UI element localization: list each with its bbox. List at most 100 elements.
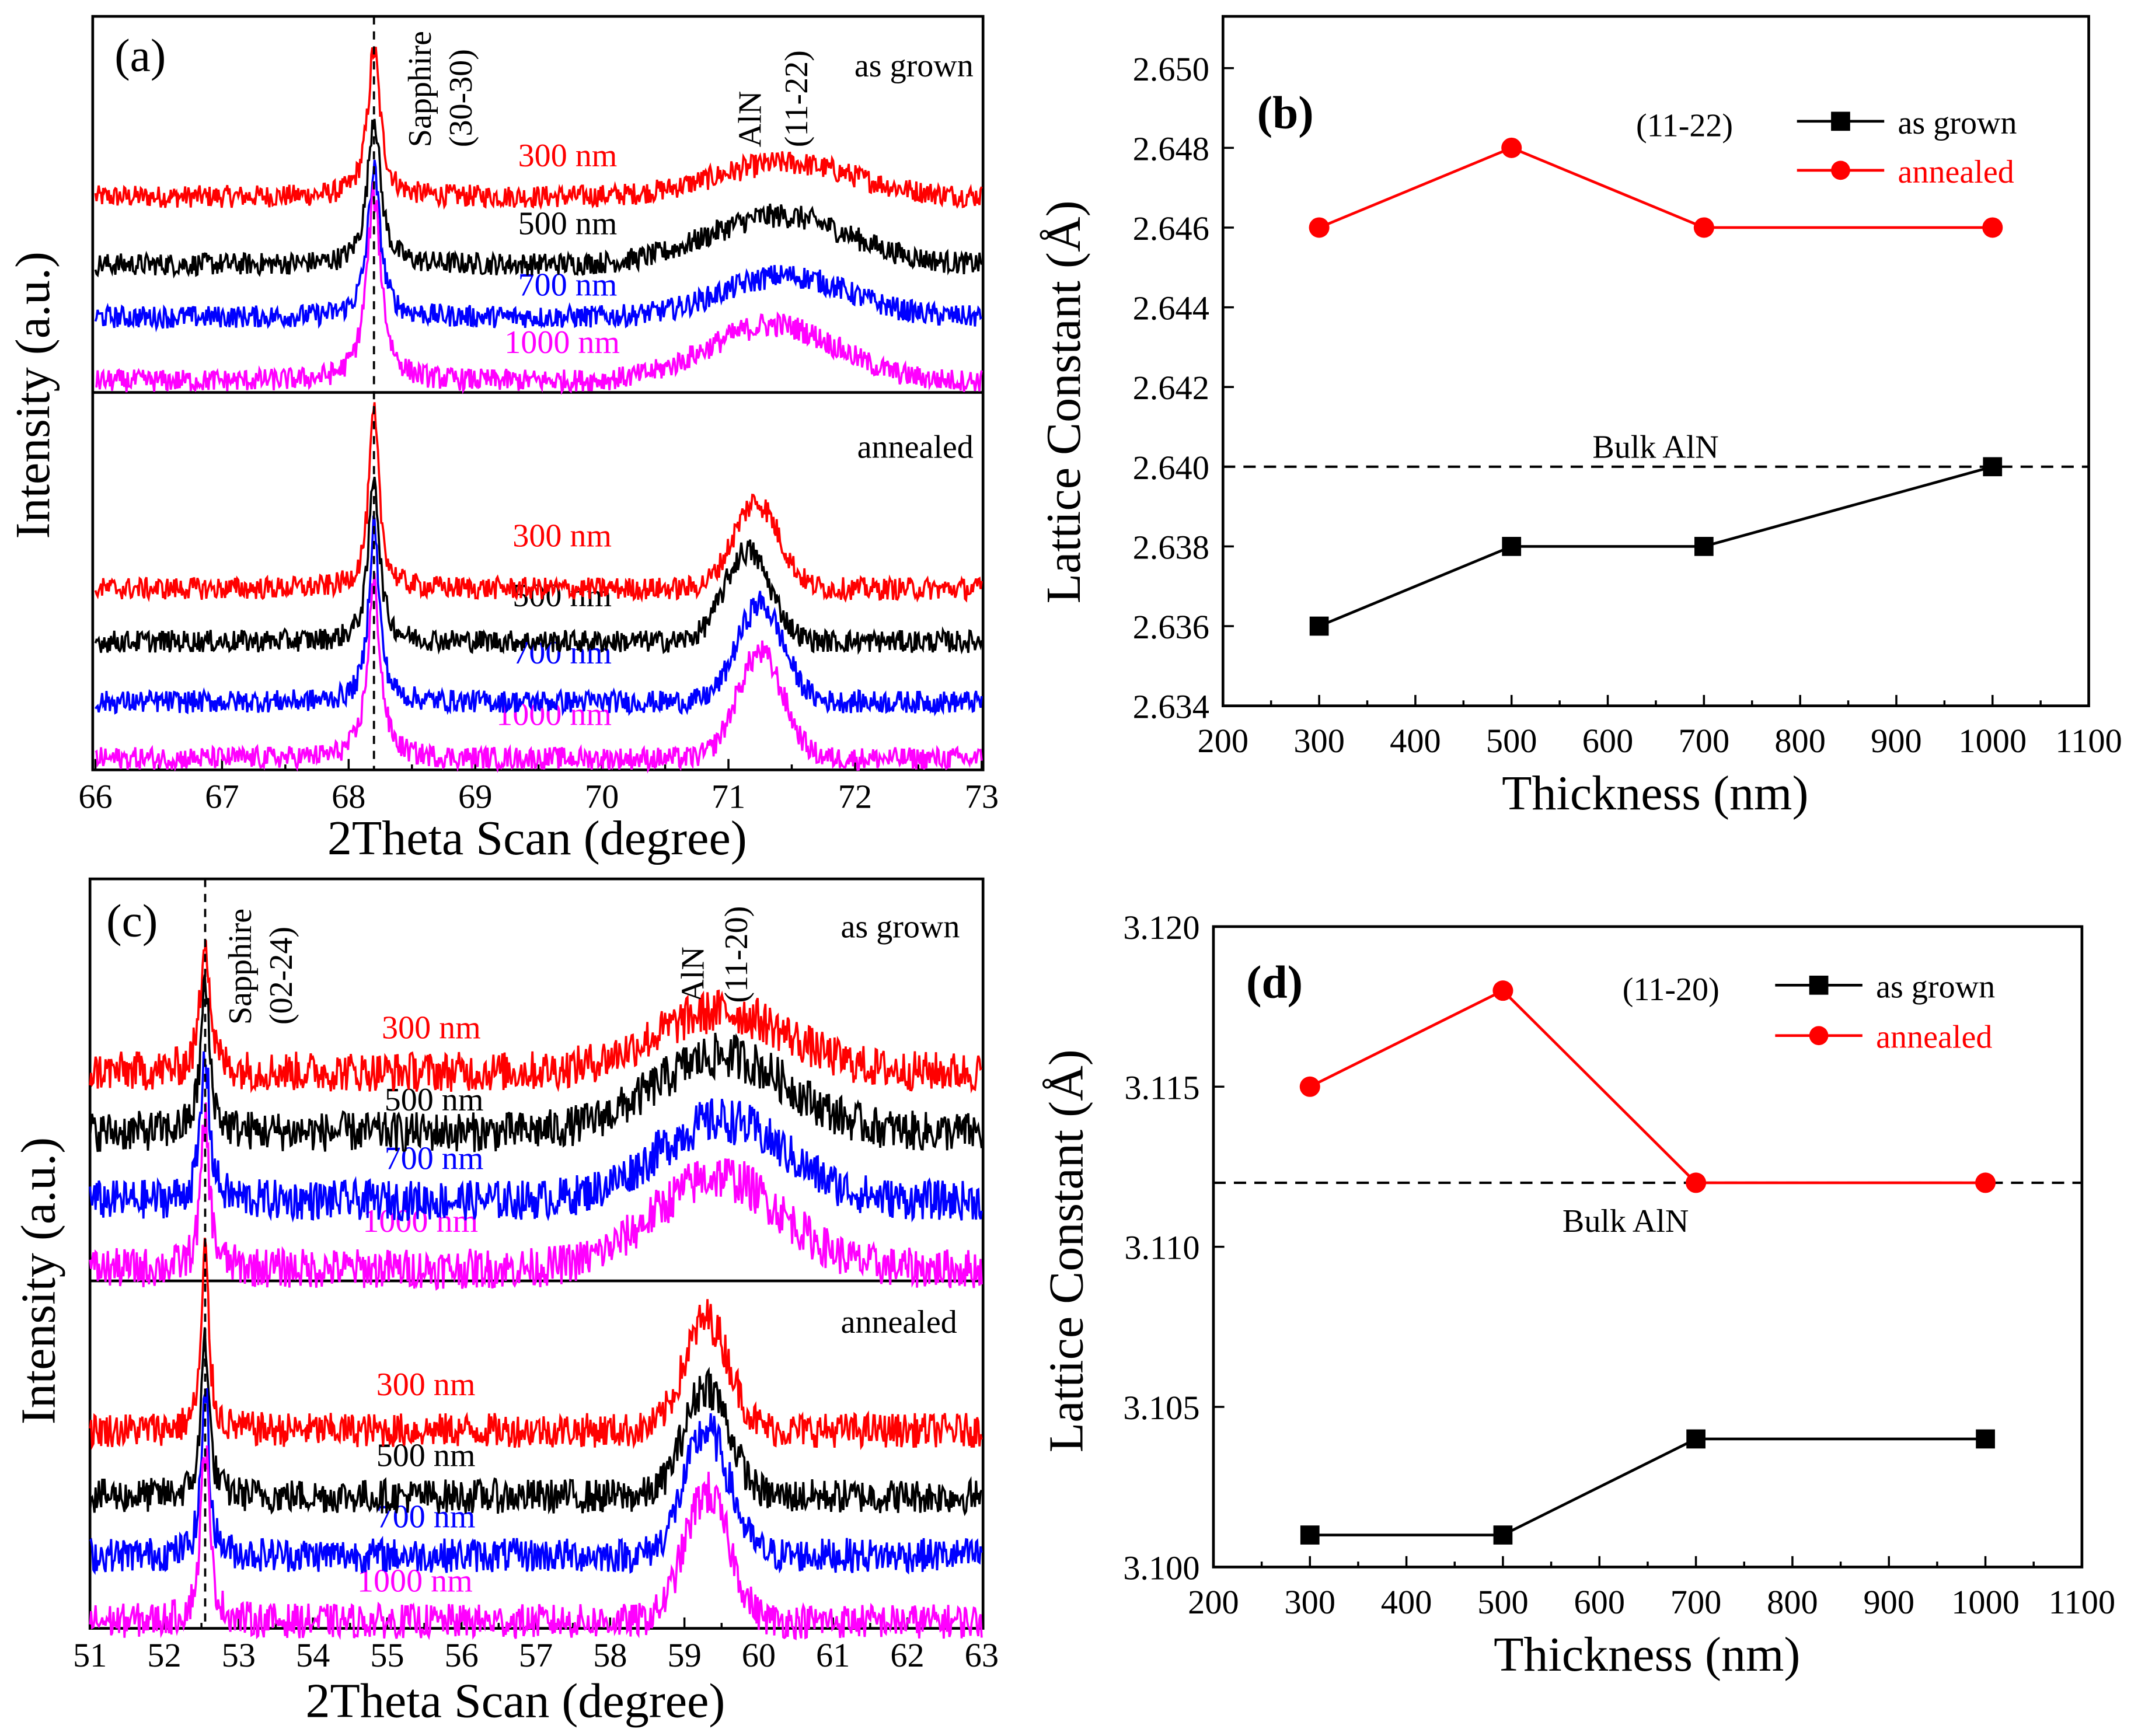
data-point-circle [1299,1076,1320,1097]
series-label: 300 nm [382,1010,481,1046]
x-tick-label: 600 [1574,1583,1625,1621]
spectrum-1000-nm-annealed [95,572,983,774]
series-label: 700 nm [385,1141,484,1177]
legend-label: as grown [1898,105,2017,141]
y-axis-label: Lattice Constant (Å) [1040,1049,1094,1452]
data-point-square [1983,457,2003,477]
subplot-label: as grown [841,909,960,945]
y-tick-label: 3.110 [1124,1229,1199,1267]
peak-label: AlN [675,946,711,1003]
x-tick-label: 1000 [1951,1583,2020,1621]
x-tick-label: 200 [1188,1583,1239,1621]
peak-label: (02-24) [263,927,299,1025]
data-point-square [1686,1429,1706,1449]
panel-b-label: (b) [1257,88,1314,139]
y-tick-label: 2.644 [1133,289,1209,327]
x-tick-label: 71 [712,778,745,816]
legend-marker-circle [1831,160,1850,180]
spectrum-1000-nm-as-grown [95,181,983,396]
x-tick-label: 200 [1198,722,1249,760]
x-tick-label: 1000 [1958,722,2027,760]
x-tick-label: 57 [519,1636,553,1674]
x-tick-label: 62 [890,1636,924,1674]
reference-label: Bulk AlN [1592,429,1718,466]
series-label: 700 nm [518,267,618,303]
legend-label: annealed [1876,1019,1992,1056]
series-label: 500 nm [376,1438,476,1474]
y-tick-label: 2.646 [1133,209,1209,247]
y-tick-label: 2.642 [1133,369,1209,407]
spectrum-300-nm-annealed [89,1238,983,1451]
panel-a-label: (a) [114,30,166,81]
y-tick-label: 2.650 [1133,50,1209,88]
spectrum-700-nm-annealed [89,1388,983,1576]
data-point-square [1493,1525,1513,1545]
x-tick-label: 300 [1293,722,1345,760]
data-point-circle [1693,217,1714,238]
subplot-label: as grown [855,48,974,84]
x-axis-label: 2Theta Scan (degree) [306,1674,726,1728]
panel-c: (c) as grown annealed Sapphire (02-24) A… [11,877,999,1728]
series-label: 300 nm [512,518,612,554]
spectrum-500-nm-annealed [94,476,983,655]
series-label: 300 nm [376,1367,476,1403]
data-point-square [1694,537,1714,556]
data-point-square [1309,616,1329,636]
x-tick-label: 61 [816,1636,850,1674]
x-tick-label: 68 [332,778,365,816]
x-tick-label: 70 [585,778,619,816]
spectrum-300-nm-as-grown [89,939,983,1094]
x-tick-label: 500 [1486,722,1537,760]
y-tick-label: 3.100 [1123,1549,1199,1587]
x-tick-label: 300 [1284,1583,1335,1621]
legend: as grown annealed [1775,969,1995,1056]
x-tick-label: 51 [73,1636,107,1674]
y-tick-label: 3.105 [1123,1389,1199,1427]
plane-annotation: (11-22) [1636,108,1733,144]
y-tick-label: 3.115 [1124,1068,1199,1106]
x-tick-label: 900 [1871,722,1922,760]
panel-d: (d) (11-20) Bulk AlN as grown annealed T… [1040,909,2116,1682]
x-axis-label: Thickness (nm) [1502,766,1808,820]
data-point-square [1300,1525,1320,1545]
x-tick-label: 800 [1774,722,1826,760]
x-tick-label: 600 [1582,722,1634,760]
subplot-label: annealed [841,1304,957,1340]
panel-d-label: (d) [1246,956,1303,1008]
data-point-square [1502,537,1522,556]
legend: as grown annealed [1797,105,2017,190]
legend-marker-circle [1809,1026,1829,1046]
y-tick-label: 2.648 [1133,130,1209,167]
x-tick-label: 500 [1477,1583,1529,1621]
y-tick-label: 2.636 [1133,608,1209,646]
x-tick-label: 900 [1863,1583,1914,1621]
x-axis-label: Thickness (nm) [1494,1627,1800,1682]
spectrum-700-nm-as-grown [89,1051,983,1223]
y-tick-label: 2.640 [1133,449,1209,487]
y-tick-label: 3.120 [1123,909,1199,946]
x-tick-label: 1100 [2055,722,2122,760]
y-tick-label: 2.638 [1133,528,1209,566]
x-tick-label: 67 [205,778,239,816]
y-axis-label: Intensity (a.u.) [6,252,60,539]
series-line-annealed [1309,988,1986,1185]
x-tick-label: 66 [78,778,112,816]
series-label: 500 nm [518,206,618,242]
panel-b: (b) (11-22) Bulk AlN as grown annealed T… [1037,15,2122,820]
y-axis-label: Intensity (a.u.) [11,1137,65,1424]
peak-label: Sapphire [402,31,438,147]
y-axis-label: Lattice Constant (Å) [1037,200,1091,603]
series-line-annealed [1319,146,1993,229]
panel-a: (a) as grown annealed Sapphire (30-30) A… [6,15,999,865]
peak-label: (11-22) [779,50,815,147]
x-tick-label: 56 [445,1636,479,1674]
series-line-as-grown [1310,1437,1986,1536]
x-tick-label: 52 [147,1636,181,1674]
y-tick-label: 2.634 [1133,688,1209,726]
x-tick-label: 63 [965,1636,999,1674]
legend-label: annealed [1898,154,2014,190]
spectrum-300-nm-as-grown [94,47,983,210]
plane-annotation: (11-20) [1623,972,1720,1008]
data-point-circle [1501,137,1522,158]
data-point-circle [1686,1172,1707,1193]
